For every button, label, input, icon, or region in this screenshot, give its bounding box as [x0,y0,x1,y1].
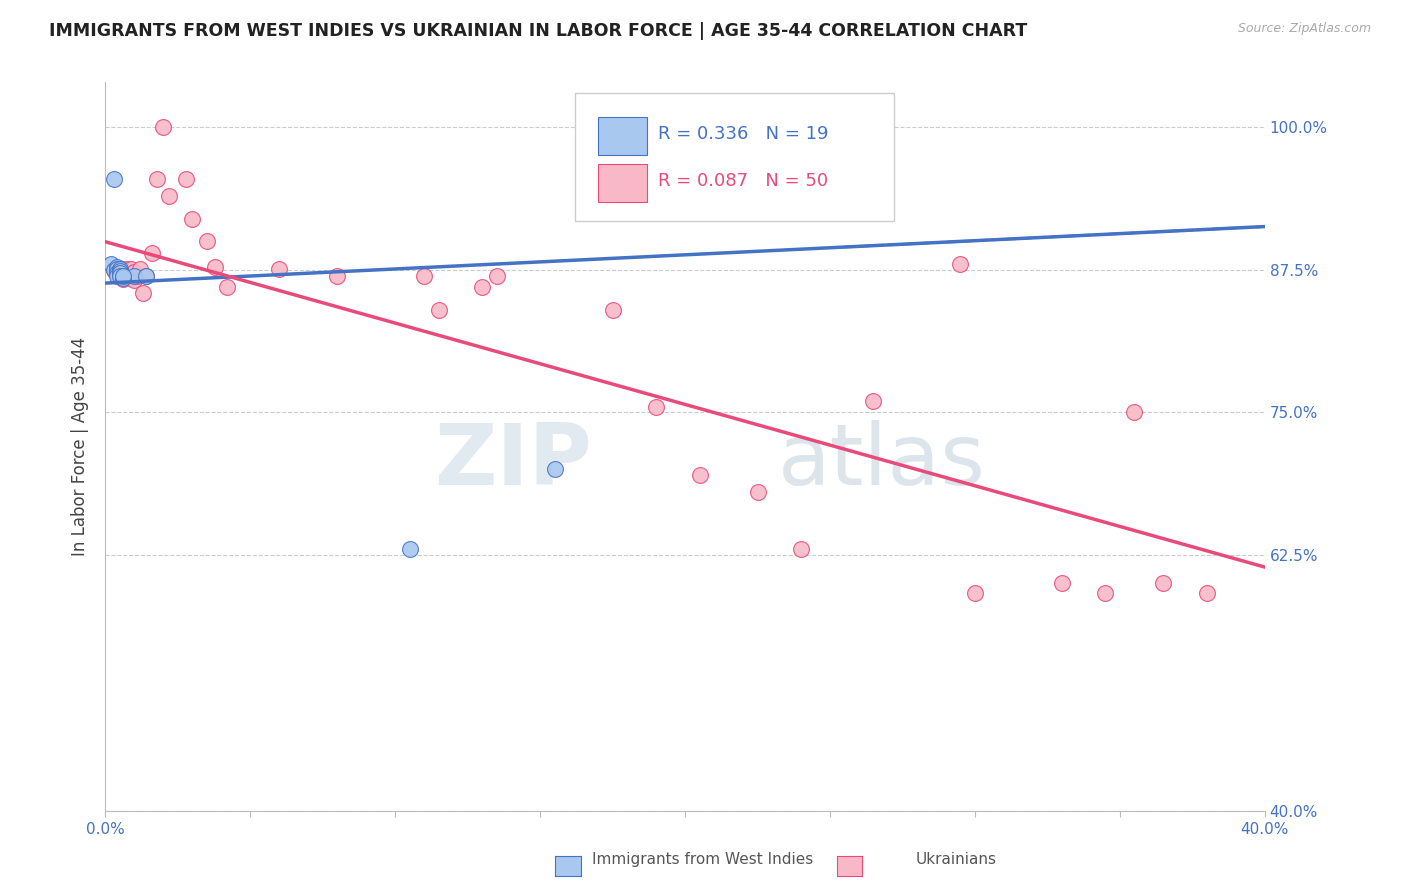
Point [114,267,136,281]
Point [120,271,142,285]
Text: R = 0.336   N = 19: R = 0.336 N = 19 [658,126,830,144]
FancyBboxPatch shape [598,117,647,155]
Point [269,261,291,276]
Text: atlas: atlas [778,420,986,503]
Text: Source: ZipAtlas.com: Source: ZipAtlas.com [1237,22,1371,36]
Text: Immigrants from West Indies: Immigrants from West Indies [592,852,814,867]
Point [963,585,986,599]
Point [111,268,134,283]
FancyBboxPatch shape [598,163,647,202]
Point [108,267,131,281]
Point [398,542,420,557]
Point [105,263,128,277]
Point [103,263,125,277]
Text: ZIP: ZIP [434,420,592,503]
Point [204,260,226,274]
Point [1152,576,1174,591]
Point [1094,585,1116,599]
Point [108,261,131,276]
FancyBboxPatch shape [575,93,894,220]
Point [543,462,565,476]
Point [195,235,218,249]
Point [146,171,169,186]
Point [326,268,349,283]
Y-axis label: In Labor Force | Age 35-44: In Labor Force | Age 35-44 [72,337,89,557]
Point [108,264,131,278]
Point [100,257,122,271]
Point [117,268,139,283]
Point [471,280,494,294]
Text: IMMIGRANTS FROM WEST INDIES VS UKRAINIAN IN LABOR FORCE | AGE 35-44 CORRELATION : IMMIGRANTS FROM WEST INDIES VS UKRAINIAN… [49,22,1028,40]
Point [181,211,204,226]
Point [114,263,136,277]
Point [834,118,856,132]
Point [689,468,711,483]
Point [103,171,125,186]
Point [117,261,139,276]
Point [105,260,128,274]
Text: R = 0.087   N = 50: R = 0.087 N = 50 [658,172,828,190]
Point [105,268,128,283]
Point [1195,585,1218,599]
Point [645,400,668,414]
Point [862,394,884,409]
Point [152,120,174,135]
Point [105,267,128,281]
Point [485,268,508,283]
Point [790,118,813,132]
Point [108,261,131,276]
Point [108,268,131,283]
Point [747,485,769,500]
Point [427,302,450,317]
Point [1050,576,1073,591]
Point [111,261,134,276]
Point [111,271,134,285]
Point [105,261,128,276]
Point [108,265,131,279]
Point [949,257,972,271]
Point [135,268,157,283]
Point [111,268,134,283]
Point [122,268,145,283]
Point [108,268,131,283]
Point [111,265,134,279]
Point [1123,405,1146,419]
Point [103,263,125,277]
Point [127,268,149,283]
Point [790,542,813,557]
Point [602,302,624,317]
Point [129,261,152,276]
Point [215,280,238,294]
Point [135,268,157,283]
Point [141,246,163,260]
Point [176,171,198,186]
Text: Ukrainians: Ukrainians [915,852,997,867]
Point [157,189,180,203]
Point [413,268,436,283]
Point [111,272,134,286]
Point [122,265,145,279]
Point [122,273,145,287]
Point [120,261,142,276]
Point [105,267,128,281]
Point [132,285,155,300]
